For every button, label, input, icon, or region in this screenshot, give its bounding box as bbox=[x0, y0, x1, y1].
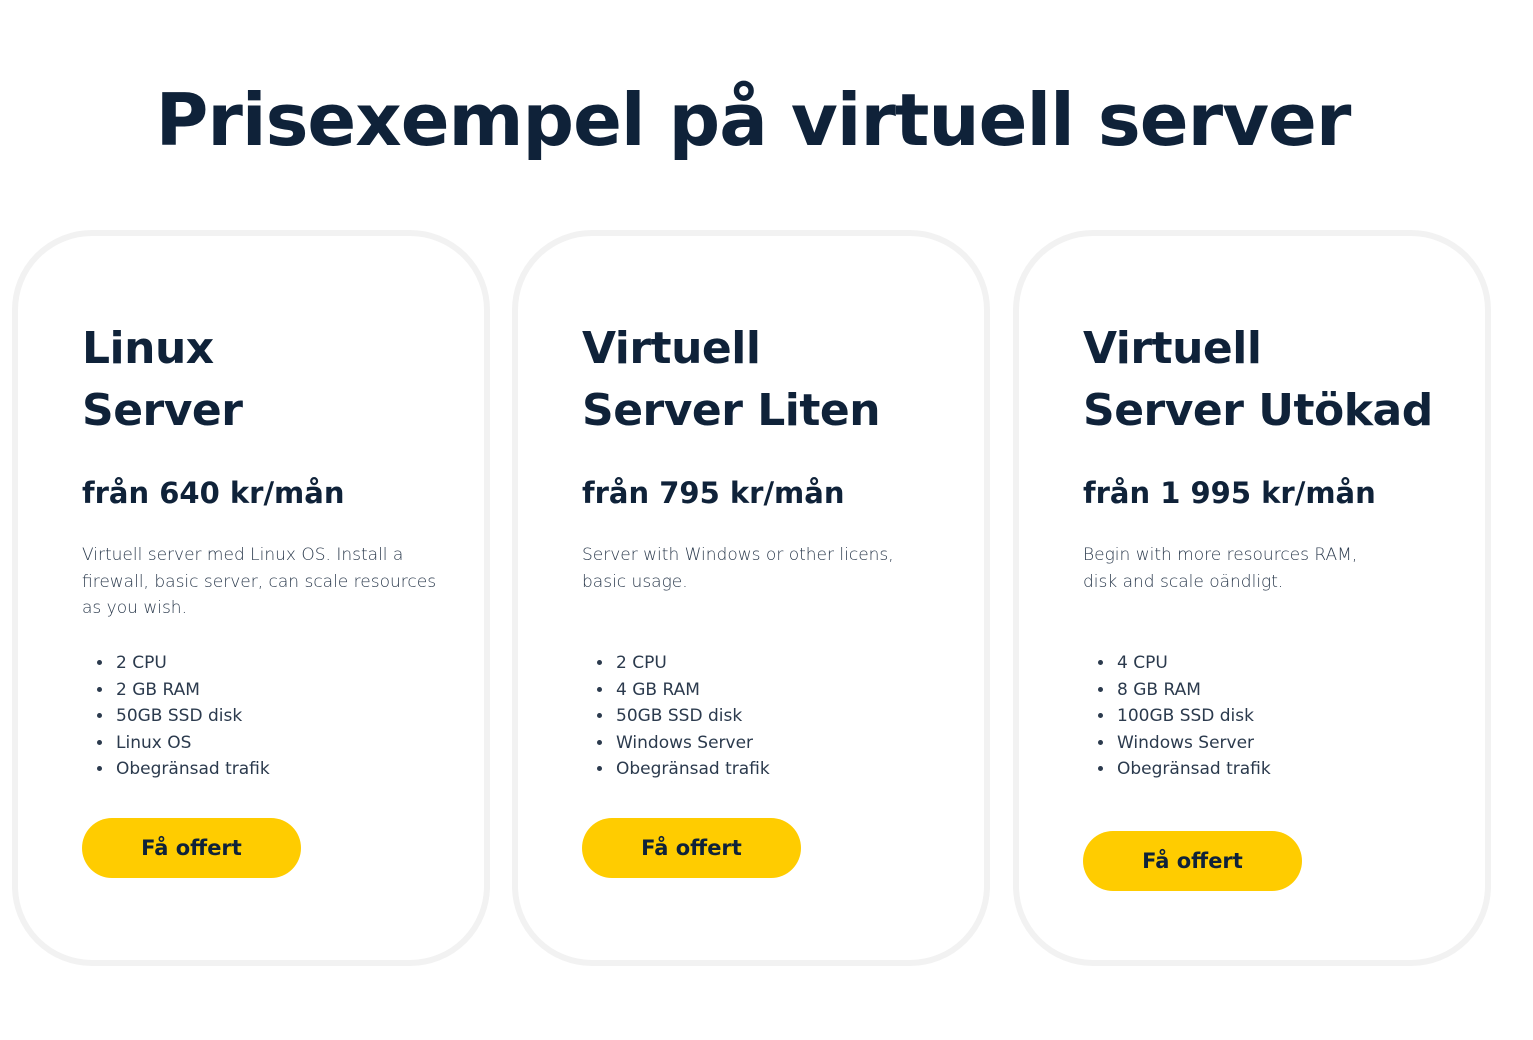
feature-item: 2 CPU bbox=[114, 650, 270, 677]
feature-list: 4 CPU 8 GB RAM 100GB SSD disk Windows Se… bbox=[1083, 650, 1271, 783]
card-description: Begin with more resources RAM, disk and … bbox=[1083, 545, 1358, 592]
card-title-line1: Linux bbox=[82, 323, 214, 374]
card-title: Virtuell Server Liten bbox=[582, 318, 881, 442]
feature-item: Windows Server bbox=[1115, 730, 1271, 757]
feature-item: 100GB SSD disk bbox=[1115, 703, 1271, 730]
card-price: från 1 995 kr/mån bbox=[1083, 476, 1376, 510]
feature-item: 2 CPU bbox=[614, 650, 770, 677]
page-title: Prisexempel på virtuell server bbox=[155, 78, 1352, 162]
card-description: Server with Windows or other licens, bas… bbox=[582, 545, 894, 592]
feature-item: Linux OS bbox=[114, 730, 270, 757]
feature-item: Obegränsad trafik bbox=[614, 756, 770, 783]
feature-item: 4 CPU bbox=[1115, 650, 1271, 677]
card-title-line2: Server Liten bbox=[582, 385, 881, 436]
card-description: Virtuell server med Linux OS. Install a … bbox=[82, 545, 437, 618]
card-title-line1: Virtuell bbox=[1083, 323, 1262, 374]
pricing-card-virtual-server-small: Virtuell Server Liten från 795 kr/mån Ser… bbox=[512, 230, 990, 966]
feature-item: 50GB SSD disk bbox=[114, 703, 270, 730]
feature-item: Obegränsad trafik bbox=[114, 756, 270, 783]
feature-item: 8 GB RAM bbox=[1115, 677, 1271, 704]
card-title: Linux Server bbox=[82, 318, 243, 442]
feature-item: Obegränsad trafik bbox=[1115, 756, 1271, 783]
feature-item: Windows Server bbox=[614, 730, 770, 757]
feature-list: 2 CPU 4 GB RAM 50GB SSD disk Windows Ser… bbox=[582, 650, 770, 783]
get-quote-button[interactable]: Få offert bbox=[82, 818, 301, 878]
feature-item: 50GB SSD disk bbox=[614, 703, 770, 730]
card-title-line2: Server Utökad bbox=[1083, 385, 1433, 436]
feature-item: 4 GB RAM bbox=[614, 677, 770, 704]
pricing-card-linux-server: Linux Server från 640 kr/mån Virtuell ser… bbox=[12, 230, 490, 966]
card-price: från 640 kr/mån bbox=[82, 476, 345, 510]
get-quote-button[interactable]: Få offert bbox=[582, 818, 801, 878]
card-title-line1: Virtuell bbox=[582, 323, 761, 374]
feature-item: 2 GB RAM bbox=[114, 677, 270, 704]
feature-list: 2 CPU 2 GB RAM 50GB SSD disk Linux OS Ob… bbox=[82, 650, 270, 783]
card-title: Virtuell Server Utökad bbox=[1083, 318, 1433, 442]
card-title-line2: Server bbox=[82, 385, 243, 436]
pricing-card-virtual-server-extended: Virtuell Server Utökad från 1 995 kr/mån … bbox=[1013, 230, 1491, 966]
get-quote-button[interactable]: Få offert bbox=[1083, 831, 1302, 891]
card-price: från 795 kr/mån bbox=[582, 476, 845, 510]
